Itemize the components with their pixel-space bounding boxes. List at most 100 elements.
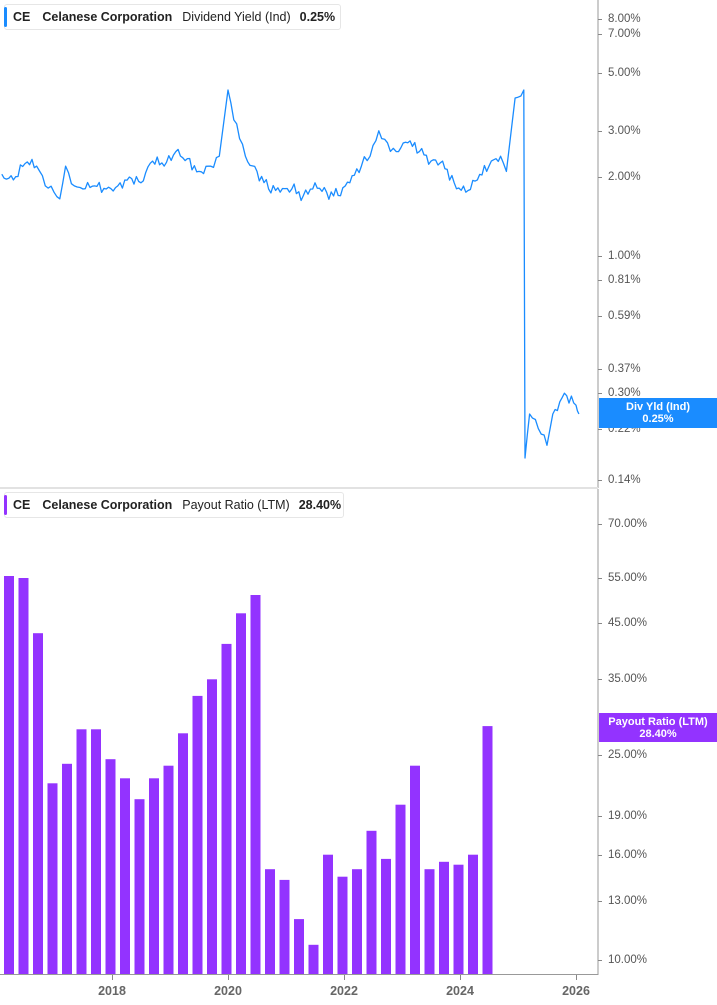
- y-axis-label: 0.59%: [608, 310, 641, 323]
- y-axis-label: 13.00%: [608, 895, 648, 908]
- payout-bar: [424, 869, 435, 974]
- dividend-yield-line: [1, 89, 580, 459]
- legend-metric: Payout Ratio (LTM): [182, 498, 290, 512]
- x-axis-label: 2024: [446, 984, 474, 998]
- payout-bar: [91, 729, 101, 974]
- flag-value: 0.25%: [642, 413, 674, 425]
- panel-divider[interactable]: [0, 487, 598, 489]
- y-axis-label: 55.00%: [608, 572, 648, 585]
- y-axis-tick: [598, 34, 602, 36]
- y-axis-tick: [598, 578, 602, 580]
- payout-bar: [18, 578, 29, 974]
- y-axis-label: 5.00%: [608, 66, 641, 79]
- y-axis-label: 16.00%: [608, 848, 648, 861]
- payout-bar: [4, 576, 14, 974]
- y-axis-label: 70.00%: [608, 518, 648, 530]
- y-axis-label: 25.00%: [608, 748, 648, 761]
- y-axis-tick: [598, 130, 602, 132]
- payout-bar: [366, 830, 377, 974]
- payout-bar: [236, 613, 246, 974]
- payout-bar: [76, 729, 87, 974]
- x-axis-tick: [460, 975, 461, 980]
- y-axis-tick: [598, 177, 602, 178]
- x-axis-tick: [344, 975, 345, 980]
- payout-bar: [134, 799, 145, 974]
- payout-bar: [323, 854, 333, 974]
- y-axis-tick: [598, 369, 602, 371]
- y-axis-tick: [598, 428, 602, 430]
- y-axis-tick: [598, 854, 602, 856]
- x-axis-tick: [228, 975, 229, 980]
- x-axis-label: 2022: [330, 984, 358, 998]
- x-axis-tick: [112, 975, 113, 980]
- payout-bar: [453, 864, 464, 974]
- y-axis-label: 35.00%: [608, 673, 648, 686]
- payout-ratio-current-flag: Payout Ratio (LTM) 28.40%: [599, 713, 717, 742]
- y-axis-tick: [598, 622, 602, 624]
- payout-bar: [149, 778, 159, 974]
- y-axis-tick: [598, 816, 602, 818]
- legend-company: Celanese Corporation: [42, 10, 173, 24]
- payout-bar: [381, 858, 391, 974]
- payout-bar: [33, 633, 43, 974]
- y-axis-label: 0.37%: [608, 363, 641, 376]
- y-axis-tick: [598, 72, 602, 74]
- y-axis-tick: [598, 679, 602, 681]
- payout-bar: [439, 861, 449, 974]
- dividend-yield-line-chart: [1, 0, 599, 488]
- payout-bar: [468, 854, 478, 974]
- payout-ratio-legend: CE Celanese Corporation Payout Ratio (LT…: [4, 492, 344, 518]
- payout-bar: [294, 919, 304, 974]
- y-axis-tick: [598, 754, 602, 756]
- y-axis-label: 3.00%: [608, 124, 641, 137]
- payout-bar: [337, 876, 348, 974]
- payout-bar: [192, 695, 203, 974]
- dividend-yield-current-flag: Div Yld (Ind) 0.25%: [599, 398, 717, 428]
- flag-label: Div Yld (Ind): [626, 401, 690, 413]
- payout-bar: [410, 765, 420, 974]
- legend-value: 0.25%: [299, 10, 336, 24]
- dividend-yield-legend: CE Celanese Corporation Dividend Yield (…: [4, 4, 341, 30]
- y-axis-label: 2.00%: [608, 171, 641, 183]
- x-axis-label: 2026: [562, 984, 590, 998]
- y-axis-label: 45.00%: [608, 616, 648, 629]
- y-axis-tick: [598, 901, 602, 903]
- y-axis-label: 1.00%: [608, 250, 641, 262]
- y-axis-tick: [598, 480, 602, 482]
- y-axis-label: 8.00%: [608, 13, 641, 25]
- legend-company: Celanese Corporation: [42, 498, 173, 512]
- y-axis-label: 0.14%: [608, 474, 641, 487]
- legend-ticker: CE: [13, 498, 31, 512]
- y-axis-tick: [598, 316, 602, 318]
- payout-bar: [207, 679, 217, 974]
- legend-metric: Dividend Yield (Ind): [182, 10, 291, 24]
- payout-bar: [265, 869, 275, 974]
- y-axis-label: 0.30%: [608, 387, 641, 400]
- legend-accent: [4, 7, 7, 27]
- y-axis-tick: [598, 524, 602, 525]
- payout-bar: [47, 783, 58, 974]
- flag-value: 28.40%: [639, 728, 677, 740]
- payout-bar: [250, 595, 261, 974]
- payout-bar: [163, 765, 174, 974]
- y-axis-tick: [598, 19, 602, 20]
- payout-bar: [482, 726, 493, 974]
- x-axis-label: 2018: [98, 984, 126, 998]
- y-axis-tick: [598, 256, 602, 257]
- y-axis-label: 7.00%: [608, 28, 641, 41]
- y-axis-label: 0.81%: [608, 274, 641, 287]
- x-axis-tick: [576, 975, 577, 980]
- payout-bar: [308, 944, 319, 974]
- payout-bar: [120, 778, 130, 974]
- y-axis-label: 19.00%: [608, 810, 648, 823]
- payout-bar: [105, 759, 116, 974]
- legend-ticker: CE: [13, 10, 31, 24]
- payout-bar: [352, 869, 362, 974]
- flag-label: Payout Ratio (LTM): [608, 716, 708, 728]
- x-axis-label: 2020: [214, 984, 242, 998]
- y-axis-tick: [598, 960, 602, 961]
- payout-bar: [221, 643, 232, 974]
- payout-bar: [62, 763, 72, 974]
- y-axis-tick: [598, 393, 602, 395]
- y-axis-tick: [598, 280, 602, 282]
